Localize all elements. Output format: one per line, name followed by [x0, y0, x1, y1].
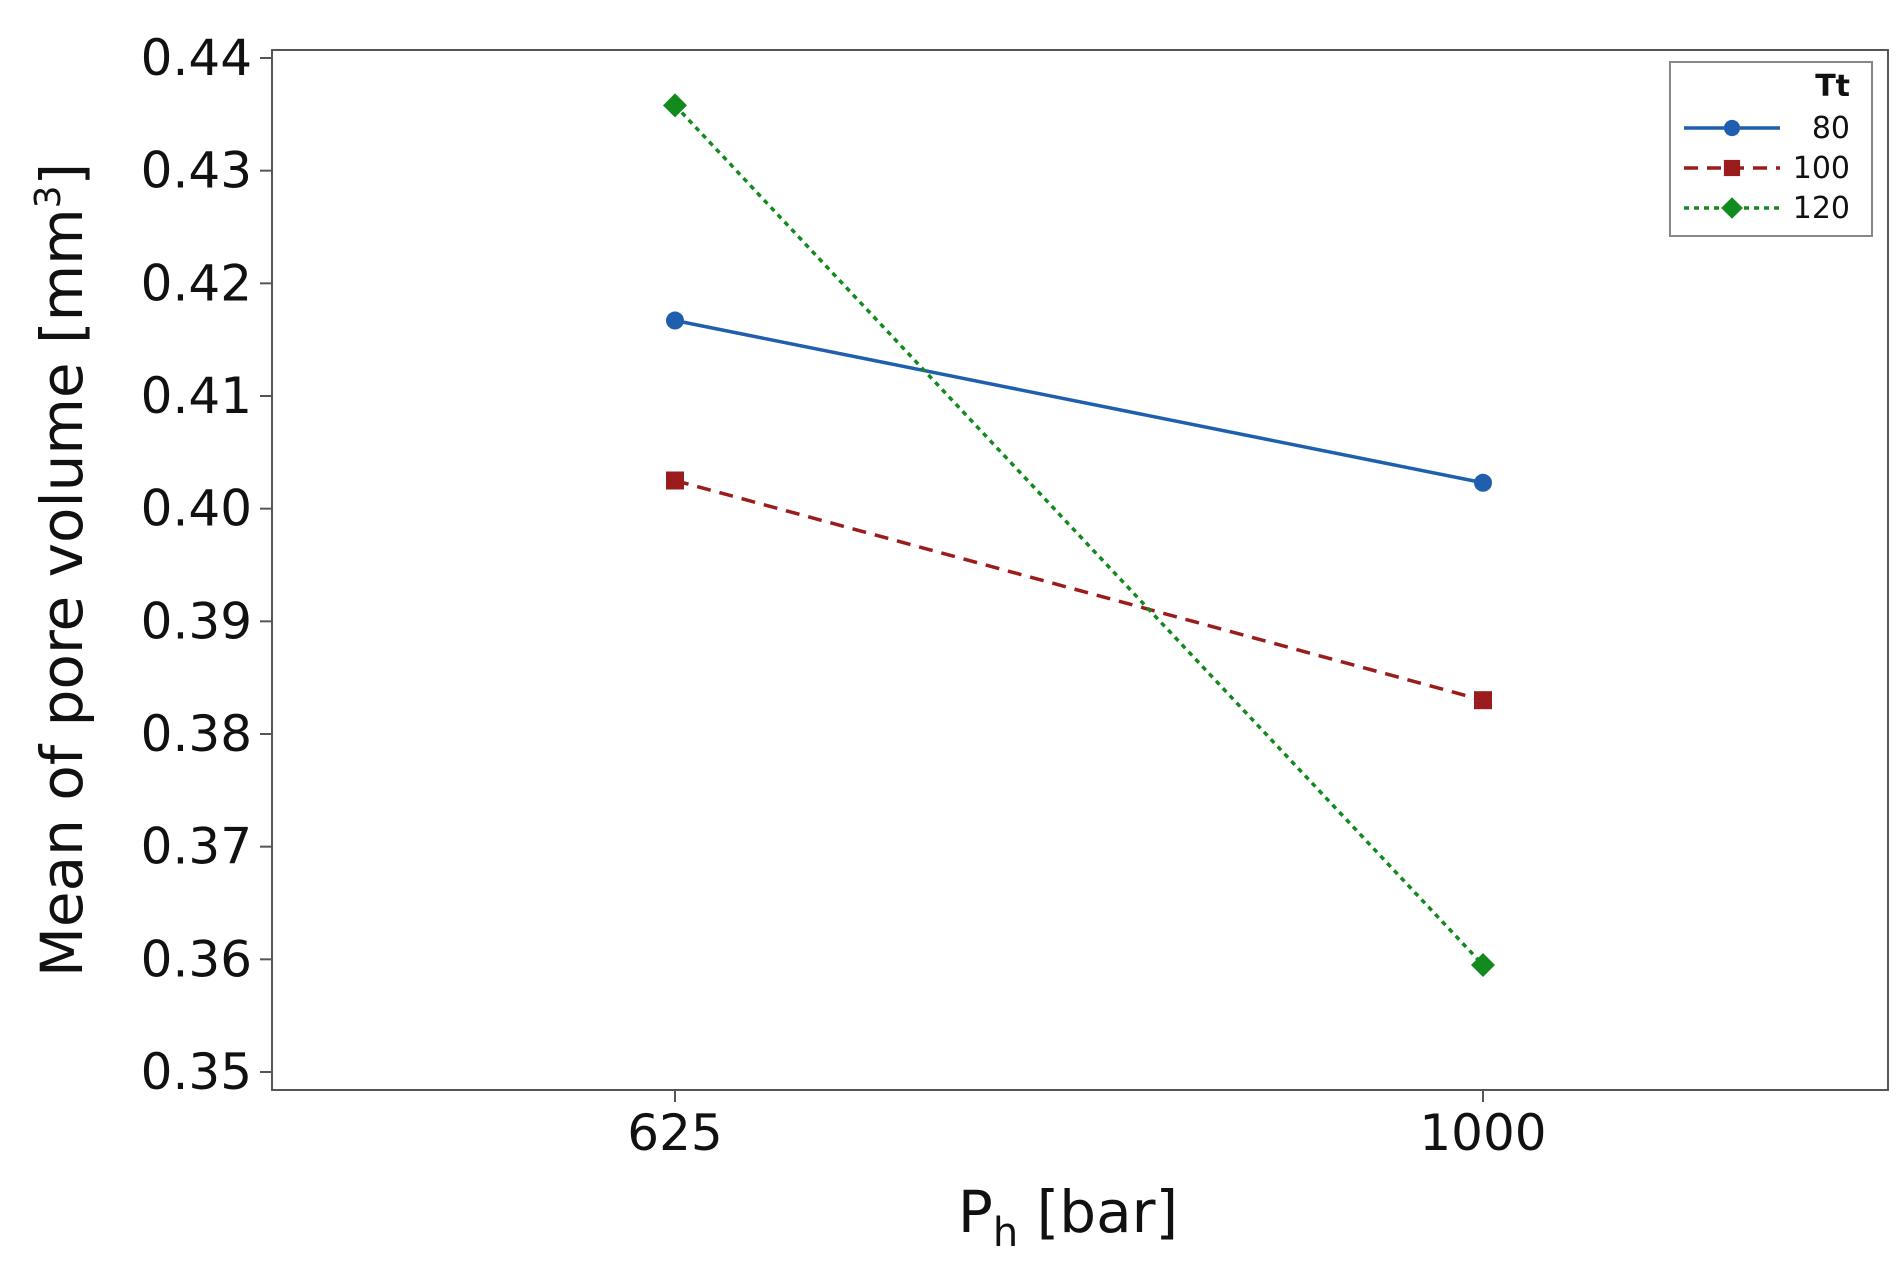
series-layer [663, 93, 1495, 977]
series-100 [666, 471, 1492, 710]
x-axis: 625 1000 [627, 1090, 1547, 1162]
series-80 [666, 311, 1492, 492]
y-tick-label: 0.41 [141, 367, 252, 425]
y-axis: 0.35 0.36 0.37 0.38 0.39 0.40 0.41 0.42 0.43 0.44 [141, 29, 272, 1101]
legend-item-80: 80 [1684, 111, 1850, 146]
x-tick-label: 625 [627, 1104, 722, 1162]
data-point-80 [666, 311, 684, 330]
legend-label-120: 120 [1793, 191, 1850, 226]
legend-label-100: 100 [1793, 151, 1850, 186]
legend-marker-100 [1723, 159, 1741, 177]
y-tick-label: 0.38 [141, 705, 252, 763]
series-line-100 [674, 478, 1484, 702]
y-tick-label: 0.44 [141, 29, 252, 87]
y-tick-label: 0.42 [141, 254, 252, 312]
series-120 [663, 93, 1495, 977]
y-tick-label: 0.35 [141, 1043, 252, 1101]
y-tick-label: 0.36 [141, 930, 252, 988]
x-axis-title: Ph [bar] [958, 1178, 1178, 1256]
y-tick-label: 0.37 [141, 818, 252, 876]
data-point-100 [666, 471, 684, 490]
legend-item-100: 100 [1684, 151, 1850, 186]
plot-area-frame [271, 49, 1889, 1091]
y-tick-label: 0.39 [141, 592, 252, 650]
data-point-80 [1474, 473, 1492, 492]
legend-box [1669, 61, 1873, 237]
legend-label-80: 80 [1812, 111, 1850, 146]
legend-item-120: 120 [1684, 191, 1850, 226]
y-tick-label: 0.40 [141, 480, 252, 538]
y-tick-label: 0.43 [141, 142, 252, 200]
legend: Tt 80 100 120 [1669, 61, 1873, 237]
legend-marker-80 [1723, 119, 1741, 137]
y-axis-title: Mean of pore volume [mm3] [28, 163, 96, 977]
x-tick-label: 1000 [1419, 1104, 1546, 1162]
legend-marker-120 [1721, 197, 1743, 219]
series-line-120 [673, 104, 1485, 967]
data-point-120 [1471, 952, 1495, 977]
series-line-80 [674, 318, 1484, 485]
data-point-100 [1474, 691, 1492, 710]
data-point-120 [663, 93, 687, 118]
legend-entries: 80 100 120 [1684, 111, 1850, 226]
legend-title: Tt [1815, 69, 1850, 104]
